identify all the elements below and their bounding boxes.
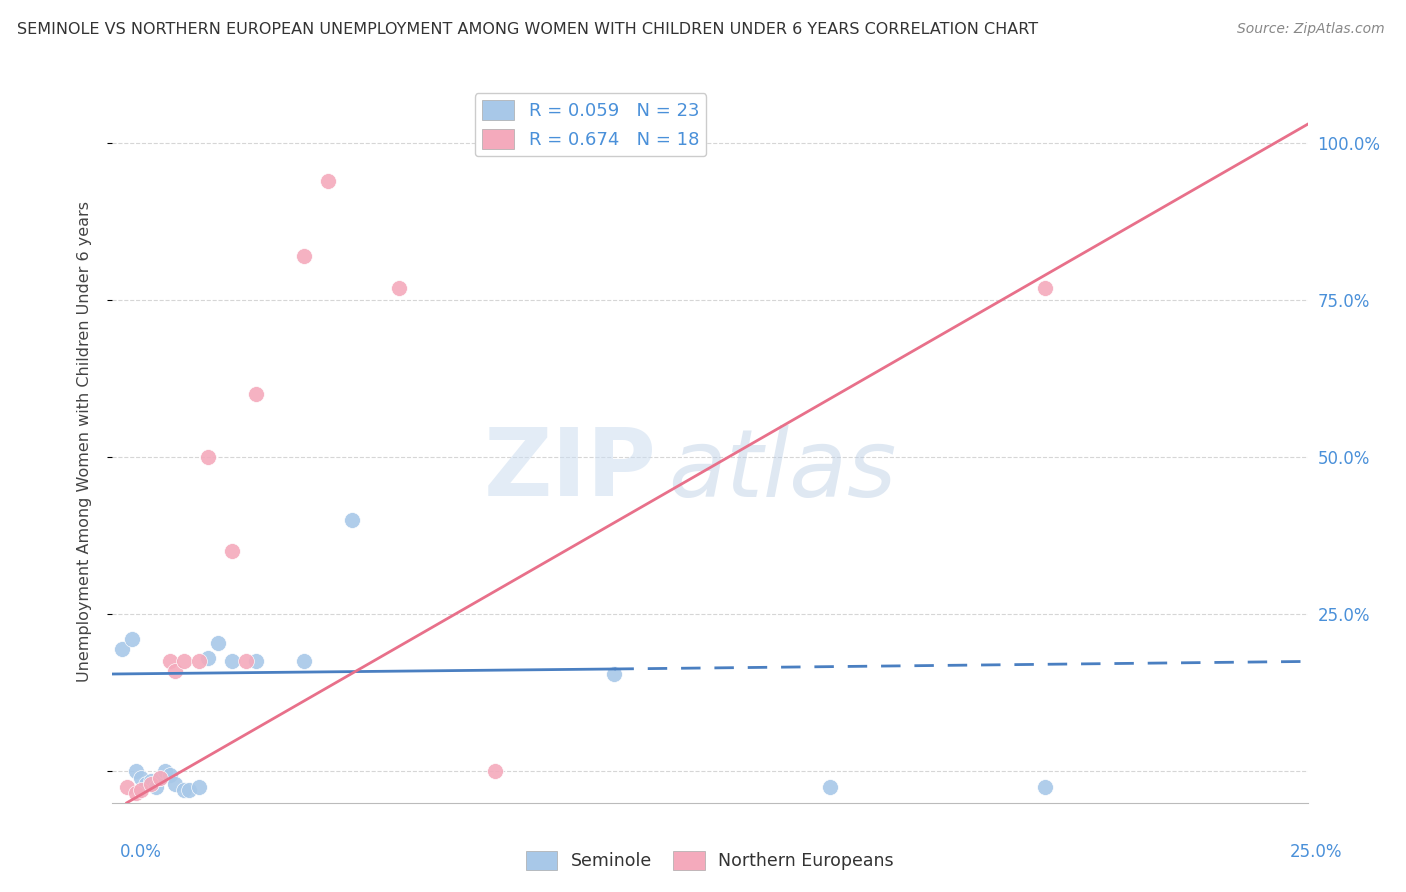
Point <box>159 655 181 669</box>
Point <box>139 777 162 791</box>
Point <box>221 544 243 558</box>
Point <box>111 641 134 656</box>
Point <box>235 655 257 669</box>
Text: 0.0%: 0.0% <box>120 843 162 861</box>
Point <box>163 777 186 791</box>
Point <box>173 655 195 669</box>
Point <box>149 771 172 785</box>
Point <box>1033 780 1056 794</box>
Text: ZIP: ZIP <box>484 425 657 516</box>
Point <box>818 780 841 794</box>
Point <box>292 249 315 263</box>
Legend: Seminole, Northern Europeans: Seminole, Northern Europeans <box>519 844 901 877</box>
Point <box>115 780 138 794</box>
Point <box>221 655 243 669</box>
Text: 25.0%: 25.0% <box>1291 843 1343 861</box>
Point <box>121 632 143 647</box>
Point <box>187 780 209 794</box>
Point <box>149 771 172 785</box>
Point <box>388 280 411 294</box>
Point <box>145 780 167 794</box>
Point <box>129 771 152 785</box>
Point <box>292 655 315 669</box>
Point <box>245 387 267 401</box>
Point <box>1033 280 1056 294</box>
Point <box>125 786 148 800</box>
Point <box>159 767 181 781</box>
Point <box>197 450 219 465</box>
Point <box>153 764 176 779</box>
Point <box>125 764 148 779</box>
Point <box>187 655 209 669</box>
Y-axis label: Unemployment Among Women with Children Under 6 years: Unemployment Among Women with Children U… <box>77 201 91 682</box>
Text: SEMINOLE VS NORTHERN EUROPEAN UNEMPLOYMENT AMONG WOMEN WITH CHILDREN UNDER 6 YEA: SEMINOLE VS NORTHERN EUROPEAN UNEMPLOYME… <box>17 22 1038 37</box>
Point <box>340 513 363 527</box>
Point <box>177 783 200 797</box>
Point <box>484 764 506 779</box>
Point <box>135 777 157 791</box>
Point <box>163 664 186 678</box>
Point <box>173 783 195 797</box>
Point <box>197 651 219 665</box>
Point <box>316 174 339 188</box>
Text: Source: ZipAtlas.com: Source: ZipAtlas.com <box>1237 22 1385 37</box>
Point <box>129 783 152 797</box>
Point <box>245 655 267 669</box>
Point <box>139 773 162 788</box>
Point <box>603 667 626 681</box>
Text: atlas: atlas <box>668 425 897 516</box>
Point <box>207 635 229 649</box>
